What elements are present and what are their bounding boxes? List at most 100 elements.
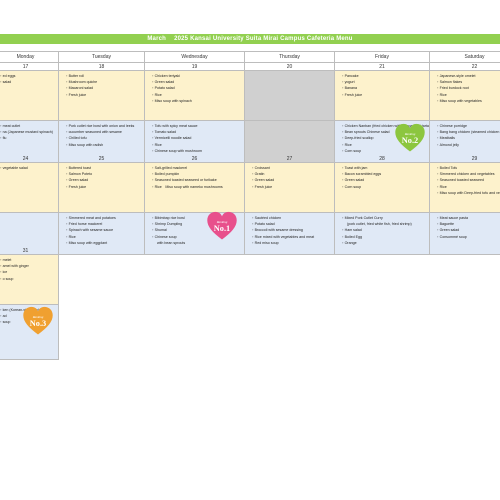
lunch-items: CroissantGratinGreen saladFresh juice	[245, 163, 334, 190]
lunch-items: Chicken teriyakiGreen saladPotato saladR…	[145, 71, 244, 104]
svg-text:Ranking: Ranking	[216, 220, 228, 224]
menu-item: melet	[0, 257, 58, 263]
menu-item: Salmon flakes	[436, 79, 500, 85]
svg-text:No.1: No.1	[214, 224, 230, 233]
dinner-cell	[245, 121, 335, 163]
date-cell: 24	[0, 155, 59, 163]
dinner-items: Meat sauce pastaBaguetteGreen saladConso…	[430, 213, 500, 240]
menu-item: soup	[0, 319, 58, 325]
menu-item: cucumber seasoned with sesame	[65, 129, 144, 135]
menu-item: Chinese soup with mushroom	[151, 148, 244, 154]
date-cell: 17	[0, 63, 59, 71]
menu-item: Croissant	[251, 165, 334, 171]
menu-item: Mushroom quiche	[65, 79, 144, 85]
dinner-items: meat cutletna (Japanese mustard spinach)…	[0, 121, 58, 142]
date-cell: 18	[59, 63, 145, 71]
dinner-items: Chicken Nanban (fried chicken with vineg…	[335, 121, 429, 154]
menu-item: Green salad	[341, 177, 429, 183]
dinner-items: Chinese porridgeBang bang chicken (steam…	[430, 121, 500, 148]
menu-item: Pancake	[341, 73, 429, 79]
lunch-cell: CroissantGratinGreen saladFresh juice	[245, 163, 335, 213]
menu-item: Bean sprouts Chinese salad	[341, 129, 429, 135]
date-cell: 20	[245, 63, 335, 71]
lunch-cell: meletamel with gingericeo soup	[0, 255, 59, 305]
dinner-items: Tofu with spicy meat sauceTomato saladVe…	[145, 121, 244, 154]
lunch-cell: Boiled TofuSimmered chicken and vegetabl…	[430, 163, 500, 213]
menu-item: Simmered chicken and vegetables	[436, 171, 500, 177]
menu-item: Baguette	[436, 221, 500, 227]
lunch-items: vegetable salad	[0, 163, 58, 171]
menu-item: Miso soup with radish	[65, 142, 144, 148]
dinner-items: Bibimbap rice bowlShrimp DumplingShumaiC…	[145, 213, 244, 246]
lunch-items: Toast with jamBacon scrambled eggsGreen …	[335, 163, 429, 190]
dinner-items: ken (Korean-style chicken)adsoup	[0, 305, 58, 326]
menu-item: Potato salad	[251, 221, 334, 227]
menu-item: Fried horse mackerel	[65, 221, 144, 227]
menu-item: Boiled pumpkin	[151, 171, 244, 177]
menu-item: Deep-fried scallop	[341, 135, 429, 141]
menu-item: vegetable salad	[0, 165, 58, 171]
date-cell: 28	[335, 155, 430, 163]
menu-item: Rice	[151, 142, 244, 148]
lunch-cell: Buttered toastSalmon PotetoGreen saladFr…	[59, 163, 145, 213]
lunch-cell: PancakeyogurtBananaFresh juice	[335, 71, 430, 121]
menu-item: ad	[0, 313, 58, 319]
menu-item: Tomato salad	[151, 129, 244, 135]
menu-item: Fresh juice	[65, 92, 144, 98]
menu-item: ken (Korean-style chicken)	[0, 307, 58, 313]
menu-item: Orange	[341, 240, 429, 246]
menu-item: o soup	[0, 276, 58, 282]
menu-item: Pork cutlet rice bowl with onion and lee…	[65, 123, 144, 129]
menu-item: Fresh juice	[65, 184, 144, 190]
menu-item: Miso soup with vegetables	[436, 98, 500, 104]
menu-item: amel with ginger	[0, 263, 58, 269]
menu-item: Boiled Tofu	[436, 165, 500, 171]
date-cell: 25	[59, 155, 145, 163]
menu-item: Fresh juice	[251, 184, 334, 190]
lunch-cell: vegetable salad	[0, 163, 59, 213]
menu-item: Ham salad	[341, 227, 429, 233]
lunch-items: Boiled TofuSimmered chicken and vegetabl…	[430, 163, 500, 196]
ranking-no2-badge: Ranking No.2	[394, 122, 426, 154]
menu-item: Rice Miso soup with nameko mushrooms	[151, 184, 244, 190]
menu-item: Corn soup	[341, 184, 429, 190]
menu-item: Seasoned toasted seaweed or furikake	[151, 177, 244, 183]
dinner-cell: meat cutletna (Japanese mustard spinach)…	[0, 121, 59, 163]
menu-item: Meatballs	[436, 135, 500, 141]
menu-item: Meat sauce pasta	[436, 215, 500, 221]
menu-item: Bacon scrambled eggs	[341, 171, 429, 177]
title-banner	[0, 34, 500, 44]
menu-item: Rice	[341, 142, 429, 148]
menu-item: Rice	[436, 92, 500, 98]
lunch-cell: Butter rollMushroom quicheMacaroni salad…	[59, 71, 145, 121]
menu-item: Toast with jam	[341, 165, 429, 171]
menu-item: Boiled Egg	[341, 234, 429, 240]
menu-item: salad	[0, 79, 58, 85]
svg-text:Ranking: Ranking	[404, 132, 416, 136]
menu-item: Rice	[436, 184, 500, 190]
day-header-friday: Friday	[335, 51, 430, 63]
dinner-cell: Pork cutlet rice bowl with onion and lee…	[59, 121, 145, 163]
menu-item: Sautéed chicken	[251, 215, 334, 221]
dinner-cell: Mixed Pork Cutlet Curry(pork cutlet, fri…	[335, 213, 430, 255]
dinner-items: Simmered meat and potatoesFried horse ma…	[59, 213, 144, 246]
menu-item: Shumai	[151, 227, 244, 233]
menu-item: ice	[0, 269, 58, 275]
menu-item: Almond jelly	[436, 142, 500, 148]
dinner-cell: Meat sauce pastaBaguetteGreen saladConso…	[430, 213, 500, 255]
menu-item: Rice mixed with vegetables and meat	[251, 234, 334, 240]
menu-item: Shrimp Dumpling	[151, 221, 244, 227]
menu-item: Buttered toast	[65, 165, 144, 171]
date-cell: 27	[245, 155, 335, 163]
dinner-cell: Sautéed chickenPotato saladBroccoli with…	[245, 213, 335, 255]
ranking-no1-badge: Ranking No.1	[206, 210, 238, 242]
date-cell: 22	[430, 63, 500, 71]
dinner-cell: Chinese porridgeBang bang chicken (steam…	[430, 121, 500, 163]
menu-item: Miso soup with eggplant	[65, 240, 144, 246]
menu-item: na (Japanese mustard spinach)	[0, 129, 58, 135]
lunch-items: Butter rollMushroom quicheMacaroni salad…	[59, 71, 144, 98]
lunch-items: Japanese-style omeletSalmon flakesFried …	[430, 71, 500, 104]
date-cell: 26	[145, 155, 245, 163]
lunch-items: meletamel with gingericeo soup	[0, 255, 58, 282]
menu-item: Vermicelli noodle salad	[151, 135, 244, 141]
